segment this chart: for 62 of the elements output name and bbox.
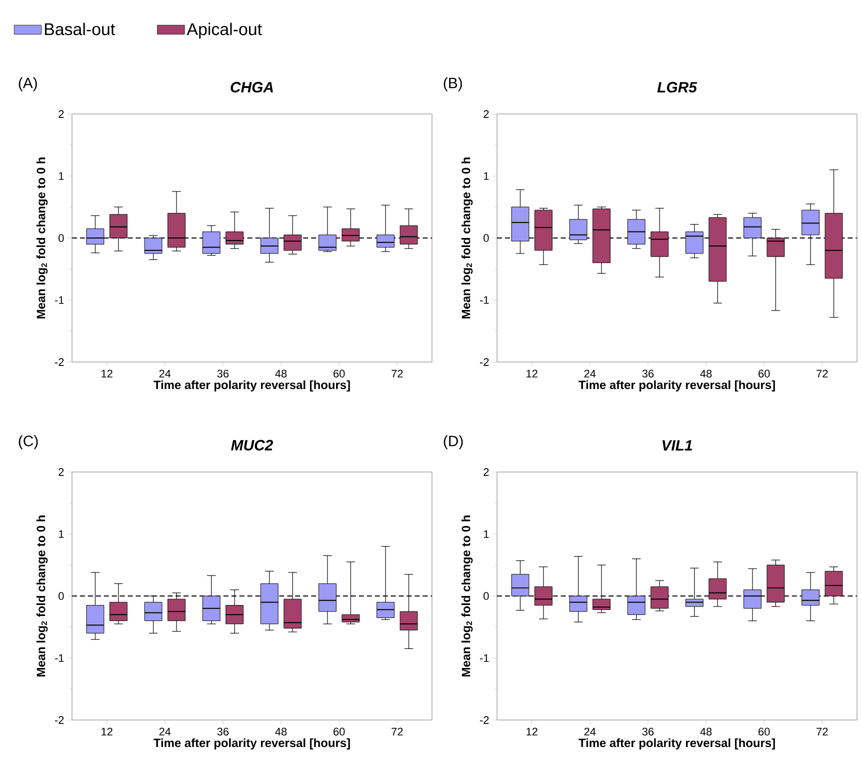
legend-label: Apical-out [186, 22, 262, 39]
y-tick-label: 1 [484, 530, 489, 538]
chart-title: VIL1 [662, 440, 692, 450]
x-tick-label: 12 [102, 370, 112, 378]
x-tick-label: 24 [159, 728, 171, 736]
x-tick-label: 12 [102, 728, 112, 736]
x-tick-label: 72 [392, 728, 403, 736]
x-tick-label: 12 [526, 370, 538, 378]
y-tick-label: -1 [54, 296, 64, 304]
x-tick-label: 48 [700, 370, 712, 378]
y-tick-label: 2 [58, 468, 64, 476]
x-tick-label: 60 [334, 370, 345, 378]
x-axis-title: Time after polarity reversal [hours] [154, 380, 350, 392]
text: (C) [18, 435, 38, 450]
x-tick-label: 36 [642, 370, 654, 378]
text: (B) [444, 77, 462, 92]
x-tick-label: 24 [159, 370, 171, 378]
legend-label: Basal-out [44, 22, 116, 36]
y-tick-label: -2 [54, 716, 64, 724]
x-tick-label: 60 [758, 370, 770, 378]
x-tick-label: 60 [334, 728, 345, 736]
y-tick-label: -1 [480, 654, 489, 662]
y-axis-title: Mean log$_{2}$ fold change to 0 h [461, 516, 473, 676]
y-tick-label: -1 [480, 296, 489, 304]
y-tick-label: 1 [58, 530, 64, 538]
x-tick-label: 72 [816, 370, 828, 378]
y-tick-label: -2 [480, 716, 489, 724]
x-tick-label: 36 [217, 728, 229, 736]
x-tick-label: 24 [584, 370, 596, 378]
x-tick-label: 36 [217, 370, 229, 378]
x-tick-label: 36 [642, 728, 654, 736]
y-tick-label: 2 [484, 110, 489, 118]
y-tick-label: -1 [54, 654, 64, 662]
x-tick-label: 72 [816, 728, 828, 736]
x-axis-title: Time after polarity reversal [hours] [154, 738, 350, 750]
x-tick-label: 48 [275, 370, 287, 378]
y-tick-label: 2 [58, 110, 64, 118]
chart-title: LGR5 [657, 82, 698, 92]
y-tick-label: 1 [484, 172, 489, 180]
x-tick-label: 72 [392, 370, 403, 378]
x-axis-title: Time after polarity reversal [hours] [578, 380, 775, 392]
x-tick-label: 24 [584, 728, 596, 736]
y-tick-label: 0 [484, 592, 489, 600]
text: (D) [444, 435, 463, 450]
x-tick-label: 12 [526, 728, 538, 736]
x-axis-title: Time after polarity reversal [hours] [578, 738, 775, 750]
y-axis-title: Mean log$_{2}$ fold change to 0 h [461, 158, 473, 318]
y-tick-label: -2 [54, 358, 64, 366]
x-tick-label: 48 [700, 728, 712, 736]
chart-title: MUC2 [231, 440, 274, 450]
y-tick-label: -2 [480, 358, 489, 366]
y-tick-label: 1 [58, 172, 64, 180]
y-tick-label: 0 [58, 234, 64, 242]
y-tick-label: 0 [484, 234, 489, 242]
y-tick-label: 0 [58, 592, 64, 600]
y-axis-title: Mean log$_{2}$ fold change to 0 h [36, 158, 48, 318]
chart-title: CHGA [230, 82, 273, 92]
x-tick-label: 48 [275, 728, 287, 736]
y-tick-label: 2 [484, 468, 489, 476]
text: (A) [18, 77, 37, 92]
y-axis-title: Mean log$_{2}$ fold change to 0 h [36, 516, 48, 676]
x-tick-label: 60 [758, 728, 770, 736]
